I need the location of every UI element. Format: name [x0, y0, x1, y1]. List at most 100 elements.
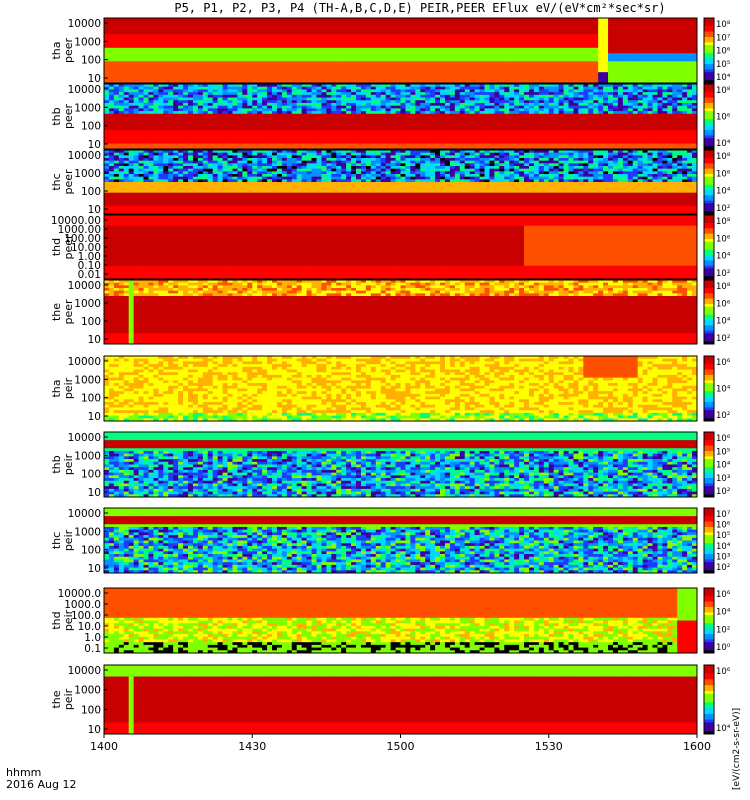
heatmap-cell [113, 119, 120, 123]
heatmap-cell [449, 119, 456, 123]
heatmap-cell [272, 31, 278, 35]
heatmap-cell [183, 39, 189, 43]
heatmap-cell [548, 36, 555, 41]
heatmap-cell [291, 23, 298, 27]
heatmap-cell [227, 74, 233, 78]
heatmap-cell [449, 42, 456, 46]
heatmap-cell [138, 121, 144, 126]
heatmap-cell [568, 45, 574, 49]
heatmap-cell [410, 50, 416, 54]
heatmap-cell [232, 86, 238, 90]
heatmap-cell [217, 132, 223, 136]
heatmap-cell [420, 66, 426, 70]
heatmap-cell [425, 86, 431, 90]
heatmap-cell [563, 31, 569, 35]
heatmap-cell [464, 100, 471, 104]
heatmap-cell [222, 20, 228, 24]
heatmap-cell [489, 132, 495, 136]
heatmap-cell [504, 66, 510, 70]
heatmap-cell [158, 26, 164, 30]
heatmap-cell [316, 50, 322, 54]
heatmap-cell [217, 28, 223, 32]
heatmap-cell [627, 23, 634, 27]
heatmap-cell [479, 72, 485, 76]
heatmap-cell [118, 18, 125, 22]
heatmap-cell [395, 66, 401, 70]
heatmap-cell [593, 45, 599, 49]
heatmap-cell [316, 69, 322, 73]
heatmap-cell [296, 135, 303, 139]
heatmap-cell [395, 121, 401, 126]
heatmap-cell [440, 132, 446, 136]
heatmap-cell [123, 20, 130, 24]
heatmap-cell [514, 105, 520, 109]
heatmap-cell [390, 86, 396, 90]
heatmap-cell [113, 105, 120, 109]
heatmap-cell [548, 64, 555, 68]
heatmap-cell [440, 31, 446, 35]
heatmap-cell [237, 116, 243, 120]
heatmap-cell [301, 102, 308, 107]
heatmap-cell [188, 111, 194, 115]
heatmap-cell [385, 132, 392, 136]
heatmap-cell [454, 34, 461, 38]
heatmap-cell [390, 94, 396, 98]
heatmap-cell [207, 113, 214, 117]
heatmap-cell [647, 58, 653, 62]
heatmap-cell [509, 89, 515, 93]
heatmap-cell [227, 143, 233, 147]
heatmap-cell [173, 36, 179, 41]
heatmap-cell [247, 42, 253, 46]
heatmap-cell [281, 84, 288, 88]
heatmap-cell [291, 100, 298, 104]
heatmap-cell [173, 20, 179, 24]
heatmap-cell [262, 143, 268, 147]
heatmap-cell [652, 28, 658, 32]
heatmap-cell [173, 92, 179, 96]
heatmap-cell [321, 23, 327, 27]
heatmap-cell [405, 50, 411, 54]
heatmap-cell [598, 72, 604, 76]
heatmap-cell [341, 20, 347, 24]
heatmap-cell [603, 61, 609, 65]
heatmap-cell [593, 36, 599, 41]
heatmap-cell [415, 108, 421, 112]
heatmap-cell [188, 34, 194, 38]
heatmap-cell [232, 84, 238, 88]
heatmap-cell [237, 64, 243, 68]
heatmap-cell [385, 34, 392, 38]
heatmap-cell [311, 132, 317, 136]
heatmap-cell [553, 34, 560, 38]
heatmap-cell [662, 66, 668, 70]
heatmap-cell [192, 69, 199, 73]
heatmap-cell [459, 80, 466, 84]
heatmap-cell [677, 55, 683, 60]
heatmap-cell [316, 47, 322, 51]
heatmap-cell [410, 121, 416, 126]
heatmap-cell [178, 39, 184, 43]
heatmap-cell [123, 64, 130, 68]
heatmap-cell [632, 69, 639, 73]
heatmap-cell [316, 105, 322, 109]
heatmap-cell [538, 61, 545, 65]
heatmap-cell [202, 127, 209, 131]
heatmap-cell [108, 50, 115, 54]
heatmap-cell [677, 20, 683, 24]
heatmap-cell [454, 132, 461, 136]
heatmap-cell [524, 94, 530, 98]
heatmap-cell [316, 77, 322, 81]
heatmap-cell [207, 100, 214, 104]
heatmap-cell [647, 69, 653, 73]
heatmap-cell [617, 61, 624, 65]
heatmap-cell [598, 50, 604, 54]
heatmap-cell [301, 135, 308, 139]
heatmap-cell [380, 92, 387, 96]
heatmap-cell [425, 97, 431, 101]
heatmap-cell [178, 36, 184, 41]
heatmap-cell [301, 97, 308, 101]
heatmap-cell [464, 66, 471, 70]
heatmap-cell [138, 31, 144, 35]
heatmap-cell [301, 140, 308, 144]
heatmap-cell [360, 36, 367, 41]
heatmap-cell [276, 18, 283, 22]
